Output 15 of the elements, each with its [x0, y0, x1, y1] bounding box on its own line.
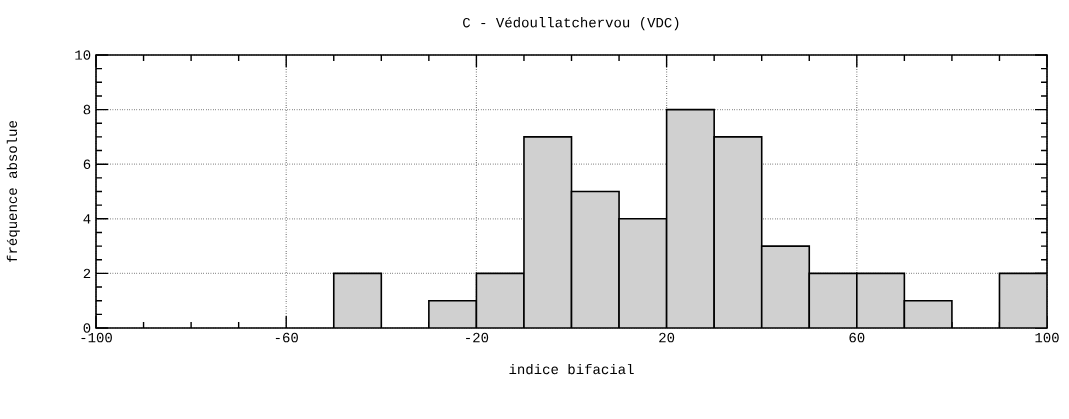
x-tick-label: 20	[659, 332, 675, 343]
y-tick-label: 8	[83, 104, 91, 115]
y-axis-title: fréquence absolue	[6, 121, 20, 262]
y-tick-label: 4	[83, 214, 91, 224]
x-tick-label: -100	[81, 332, 112, 343]
x-axis-title: indice bifacial	[509, 363, 634, 375]
chart-title: C - Védoullatchervou (VDC)	[463, 17, 679, 31]
y-tick-label: 10	[75, 50, 91, 60]
y-tick-label: 0	[83, 323, 91, 333]
y-tick-label: 2	[83, 268, 91, 279]
x-tick-label: -60	[275, 332, 298, 343]
x-tick-label: 60	[849, 332, 865, 343]
x-tick-label: 100	[1035, 332, 1059, 343]
y-tick-label: 6	[83, 159, 91, 169]
x-tick-label: -20	[466, 332, 489, 343]
